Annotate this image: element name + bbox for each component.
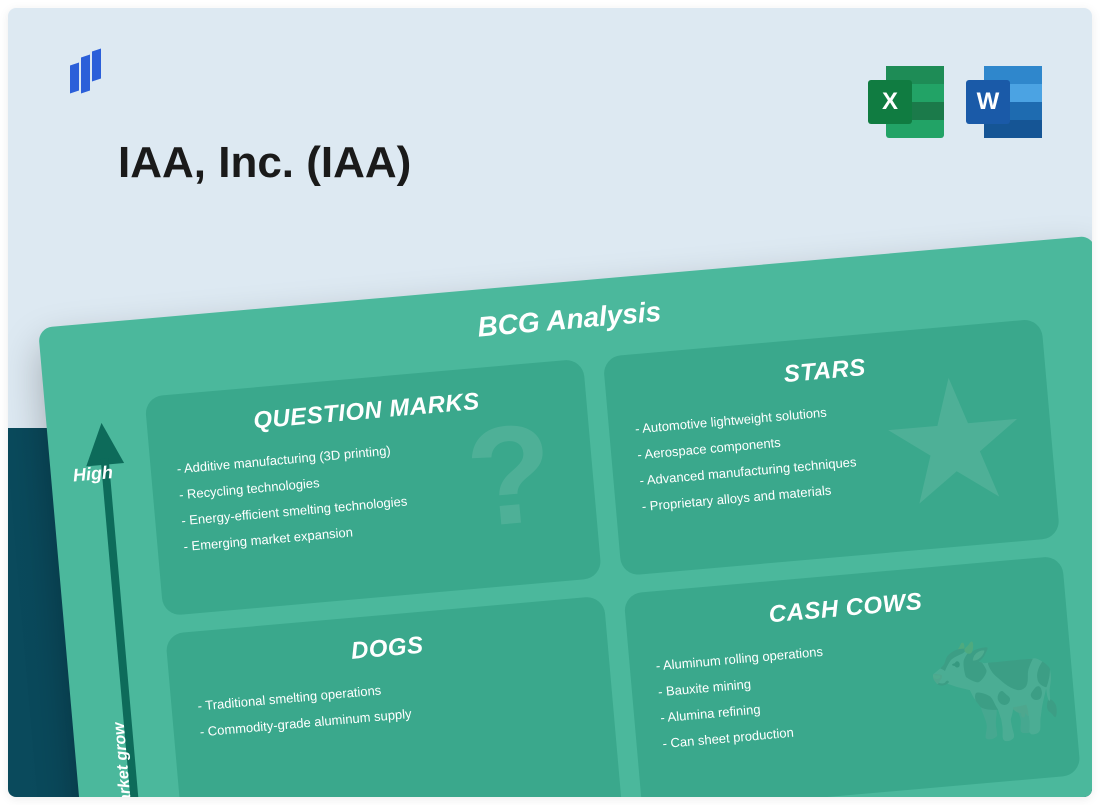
bcg-matrix: BCG Analysis High Market grow ? QUESTION…: [38, 236, 1092, 797]
brand-logo-icon: [70, 50, 110, 100]
quadrant-dogs: DOGS Traditional smelting operationsComm…: [165, 596, 622, 797]
quadrant-question-marks: ? QUESTION MARKS Additive manufacturing …: [144, 359, 601, 617]
word-icon[interactable]: W: [966, 64, 1044, 142]
matrix-board: BCG Analysis High Market grow ? QUESTION…: [38, 236, 1092, 797]
excel-letter: X: [868, 80, 912, 124]
card-container: IAA, Inc. (IAA) X W BCG Analysis High Ma…: [8, 8, 1092, 797]
quadrant-items: Automotive lightweight solutionsAerospac…: [634, 383, 1030, 520]
page-title: IAA, Inc. (IAA): [118, 138, 411, 188]
word-letter: W: [966, 80, 1010, 124]
quadrant-items: Aluminum rolling operationsBauxite minin…: [655, 620, 1051, 757]
quadrant-items: Additive manufacturing (3D printing)Recy…: [176, 423, 572, 560]
excel-icon[interactable]: X: [868, 64, 946, 142]
axis-high-label: High: [72, 462, 114, 486]
quadrant-cash-cows: 🐄 CASH COWS Aluminum rolling operationsB…: [623, 556, 1080, 797]
app-icons-group: X W: [868, 64, 1044, 142]
quadrant-stars: ★ STARS Automotive lightweight solutions…: [603, 319, 1060, 577]
